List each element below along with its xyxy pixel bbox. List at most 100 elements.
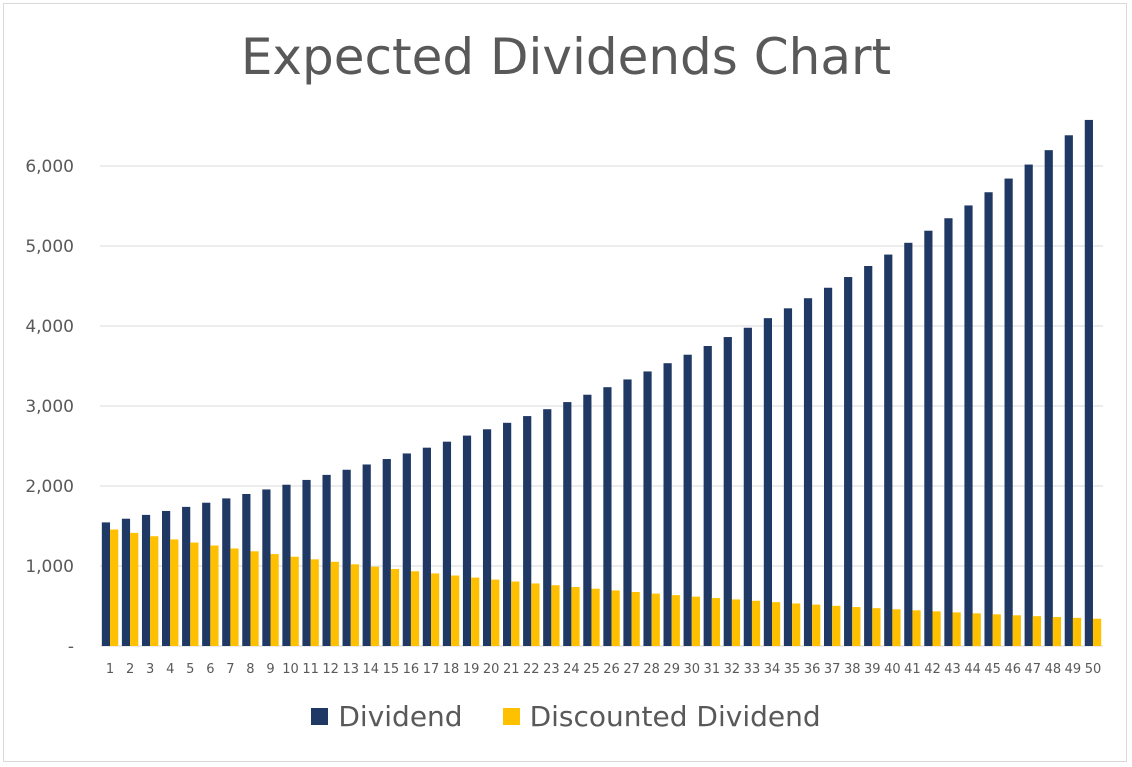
x-tick-label: 22: [523, 662, 540, 677]
x-tick-label: 47: [1025, 662, 1042, 677]
bar-discounted-dividend: [230, 548, 239, 646]
x-tick-label: 7: [226, 662, 234, 677]
x-tick-label: 5: [186, 662, 194, 677]
bar-discounted-dividend: [290, 556, 299, 646]
bar-discounted-dividend: [671, 595, 680, 646]
bar-dividend: [503, 422, 512, 646]
bar-discounted-dividend: [250, 551, 259, 646]
bar-dividend: [763, 318, 773, 646]
bar-dividend: [864, 266, 873, 646]
bar-dividend: [643, 371, 652, 646]
chart-title: Expected Dividends Chart: [240, 28, 892, 86]
bar-discounted-dividend: [491, 579, 500, 646]
bar-dividend: [924, 230, 933, 646]
bar-discounted-dividend: [932, 611, 941, 646]
x-tick-label: 24: [563, 662, 580, 677]
x-tick-label: 14: [363, 662, 380, 677]
bar-dividend: [1084, 119, 1093, 647]
x-tick-label: 37: [824, 662, 841, 677]
bar-dividend: [322, 474, 331, 646]
bar-discounted-dividend: [551, 585, 560, 646]
bar-dividend: [583, 394, 592, 646]
bar-dividend: [803, 298, 813, 646]
x-tick-label: 46: [1004, 662, 1021, 677]
x-tick-label: 9: [266, 662, 274, 677]
bar-discounted-dividend: [430, 573, 440, 646]
legend: Dividend Discounted Dividend: [0, 700, 1132, 733]
x-tick-label: 39: [864, 662, 881, 677]
bar-discounted-dividend: [270, 554, 279, 646]
bar-dividend: [964, 205, 973, 646]
bar-discounted-dividend: [952, 612, 961, 646]
y-tick-label: 6,000: [25, 157, 74, 177]
x-tick-label: 48: [1045, 662, 1062, 677]
bar-dividend: [222, 498, 231, 646]
bar-dividend: [362, 464, 371, 646]
bar-dividend: [1024, 164, 1033, 646]
bar-discounted-dividend: [731, 599, 741, 646]
bar-dividend: [823, 287, 833, 646]
bar-discounted-dividend: [691, 596, 700, 646]
bar-dividend: [563, 402, 572, 646]
bar-dividend: [984, 192, 993, 647]
bar-dividend: [543, 409, 552, 646]
y-tick-label: 5,000: [25, 237, 74, 257]
bar-dividend: [603, 387, 612, 646]
bar-dividend: [462, 435, 472, 646]
bar-discounted-dividend: [210, 545, 219, 646]
bar-discounted-dividend: [772, 602, 781, 646]
bar-dividend: [101, 522, 111, 646]
x-tick-label: 45: [984, 662, 1001, 677]
x-tick-label: 38: [844, 662, 861, 677]
bar-discounted-dividend: [892, 609, 901, 646]
bar-discounted-dividend: [150, 536, 159, 646]
bar-dividend: [723, 337, 732, 646]
x-tick-label: 32: [724, 662, 741, 677]
x-tick-label: 42: [924, 662, 941, 677]
bar-dividend: [442, 441, 452, 646]
x-tick-label: 43: [944, 662, 961, 677]
y-axis: - 1,000 2,000 3,000 4,000 5,000 6,000: [25, 157, 74, 657]
x-tick-label: 6: [206, 662, 214, 677]
x-tick-label: 8: [246, 662, 254, 677]
bar-discounted-dividend: [471, 577, 480, 646]
bar-discounted-dividend: [651, 593, 660, 646]
x-tick-label: 36: [804, 662, 821, 677]
bar-discounted-dividend: [110, 529, 119, 646]
x-tick-label: 10: [282, 662, 299, 677]
legend-label-dividend: Dividend: [338, 700, 463, 733]
legend-swatch-discounted-dividend: [502, 708, 520, 725]
x-tick-label: 11: [302, 662, 319, 677]
bar-dividend: [623, 379, 632, 646]
bar-dividend: [783, 308, 793, 646]
bar-discounted-dividend: [711, 598, 721, 646]
x-tick-label: 40: [884, 662, 901, 677]
bar-discounted-dividend: [571, 587, 580, 646]
x-tick-label: 2: [126, 662, 134, 677]
y-tick-label: 1,000: [25, 557, 74, 577]
x-tick-label: 28: [643, 662, 660, 677]
bar-discounted-dividend: [170, 539, 179, 646]
x-tick-label: 30: [683, 662, 700, 677]
bar-dividend: [242, 494, 251, 646]
bar-discounted-dividend: [370, 566, 380, 646]
bar-dividend: [342, 469, 351, 646]
y-tick-label: 4,000: [25, 317, 74, 337]
bar-discounted-dividend: [972, 613, 981, 646]
bar-dividend: [1064, 135, 1073, 646]
bar-dividend: [282, 484, 291, 646]
bar-dividend: [523, 416, 532, 646]
bar-dividend: [663, 363, 672, 646]
legend-label-discounted-dividend: Discounted Dividend: [529, 700, 821, 733]
x-tick-label: 15: [383, 662, 400, 677]
bar-discounted-dividend: [130, 532, 139, 646]
bar-dividend: [402, 453, 411, 646]
legend-item-dividend: Dividend: [311, 700, 463, 733]
bar-dividend: [202, 502, 211, 646]
bar-dividend: [141, 514, 151, 646]
x-tick-label: 34: [764, 662, 781, 677]
bar-discounted-dividend: [531, 583, 540, 646]
x-tick-label: 44: [964, 662, 981, 677]
x-tick-label: 3: [146, 662, 154, 677]
bar-dividend: [182, 506, 191, 646]
